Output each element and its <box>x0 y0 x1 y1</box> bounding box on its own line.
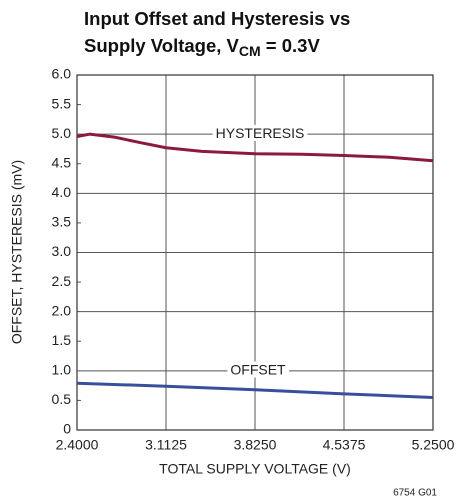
chart-title-subscript: CM <box>239 43 261 59</box>
x-tick-label: 3.1125 <box>145 437 187 453</box>
label-background <box>227 361 290 378</box>
data-line <box>76 381 434 399</box>
x-tick-label: 3.8250 <box>234 437 277 453</box>
x-tick-label: 4.5375 <box>323 437 366 453</box>
y-tick-label: 5.0 <box>52 125 72 141</box>
y-tick-label: 1.5 <box>52 332 72 348</box>
y-tick-label: 0 <box>63 421 71 437</box>
series-label: OFFSET <box>230 362 286 378</box>
data-line <box>76 132 434 163</box>
x-tick-label: 5.2500 <box>412 437 455 453</box>
y-tick-label: 2.0 <box>52 302 72 318</box>
chart-title: Supply Voltage, VCM = 0.3V <box>84 35 320 59</box>
y-tick-label: 4.5 <box>52 154 72 170</box>
x-axis-label: TOTAL SUPPLY VOLTAGE (V) <box>159 461 351 477</box>
y-tick-label: 1.0 <box>52 362 72 378</box>
chart-title: = 0.3V <box>261 35 321 56</box>
y-tick-label: 5.5 <box>52 95 72 111</box>
y-tick-label: 4.0 <box>52 184 72 200</box>
footnote: 6754 G01 <box>393 488 437 499</box>
y-tick-label: 2.5 <box>52 273 72 289</box>
y-tick-label: 0.5 <box>52 391 72 407</box>
y-tick-label: 3.5 <box>52 214 72 230</box>
plot-frame <box>76 74 434 431</box>
chart-title: Supply Voltage, V <box>84 35 240 56</box>
x-tick-label: 2.4000 <box>56 437 99 453</box>
series-label: HYSTERESIS <box>216 125 305 141</box>
chart-title: Input Offset and Hysteresis vs <box>84 8 350 29</box>
y-tick-label: 6.0 <box>52 66 72 82</box>
y-tick-label: 3.0 <box>52 243 72 259</box>
label-background <box>212 124 308 141</box>
y-axis-label: OFFSET, HYSTERESIS (mV) <box>9 160 25 344</box>
